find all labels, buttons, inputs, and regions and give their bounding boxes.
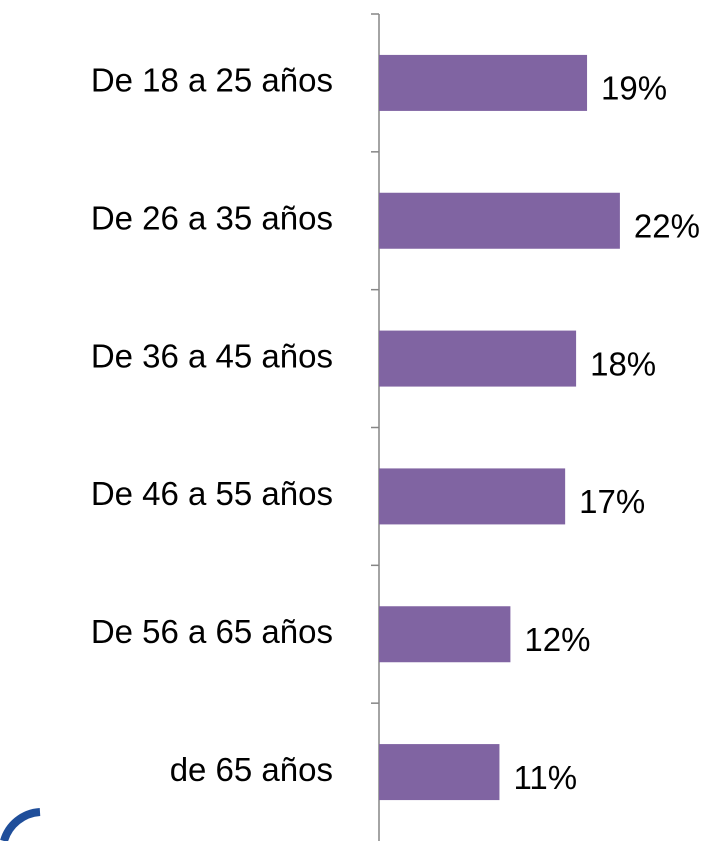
category-label: De 46 a 55 años (91, 475, 333, 512)
bar (379, 54, 588, 111)
category-label: De 56 a 65 años (91, 613, 333, 650)
value-label: 18% (590, 345, 656, 382)
bar (379, 606, 511, 663)
bar (379, 330, 577, 387)
category-label: De 18 a 25 años (91, 62, 333, 99)
value-label: 19% (601, 70, 667, 107)
value-label: 12% (524, 621, 590, 658)
category-label: De 26 a 35 años (91, 199, 333, 236)
bar (379, 744, 500, 801)
logo-fragment (0, 808, 41, 841)
bar (379, 468, 566, 525)
category-label: De 36 a 45 años (91, 337, 333, 374)
bar (379, 192, 620, 249)
value-label: 11% (513, 759, 577, 796)
category-label: de 65 años (170, 751, 333, 788)
value-label: 22% (634, 207, 700, 244)
value-label: 17% (579, 483, 645, 520)
